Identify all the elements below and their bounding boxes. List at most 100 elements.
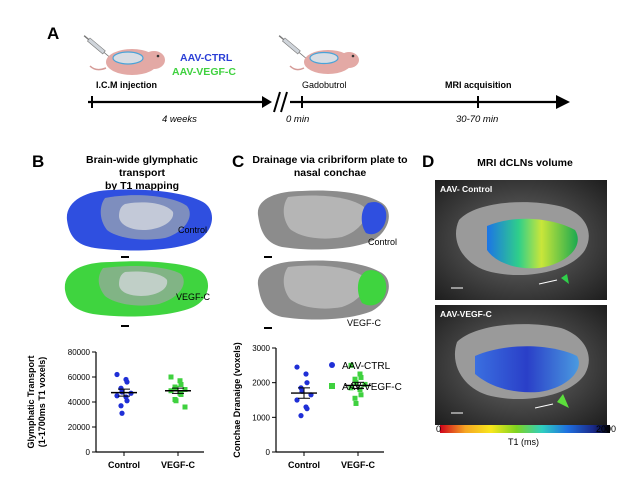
y-tick-label: 60000 [68,373,91,382]
y-tick-label: 1000 [252,413,270,422]
mri-label-control: AAV- Control [440,184,493,194]
dcln-marker [557,394,569,408]
data-point-vegfc [182,387,188,392]
panel-c-title-line1: Drainage via cribriform plate to [252,154,408,166]
brain-vegfc-grey [257,260,389,320]
y-axis-label: (1-1700ms T1 voxels) [37,357,47,448]
scatter-charts: Glymphatic Transport (1-1700ms T1 voxels… [26,342,402,470]
y-tick-label: 40000 [68,398,91,407]
y-tick-label: 2000 [252,379,270,388]
data-point-vegfc [352,395,358,401]
x-tick-label: VEGF-C [161,460,196,470]
injection-label: I.C.M injection [96,80,158,90]
timeline-break-1 [273,91,281,113]
arrow-indicator [534,403,554,409]
mri-label-vegfc: AAV-VEGF-C [440,309,492,319]
data-point-vegfc [168,374,174,380]
conchae-green [357,270,387,306]
y-tick-label: 0 [86,448,91,457]
syringe-icon [278,35,307,60]
data-point-ctrl [119,410,125,416]
timeline-arrowhead-1 [262,96,272,108]
interval-label: 4 weeks [162,114,197,125]
mri-image-vegfc [435,305,607,425]
chart-conchae-drainage: Conchae Dranaige (voxels) Control VEGF-C… [232,342,384,470]
x-tick-label: VEGF-C [341,460,376,470]
brain-control-grey [257,190,389,250]
panel-c-title-line2: nasal conchae [293,167,367,179]
panel-b-label-vegfc: VEGF-C [176,292,211,302]
data-point-ctrl [304,380,310,386]
vector-ctrl-label: AAV-CTRL [180,52,233,64]
timeline-break-2 [280,91,288,113]
panel-a-letter: A [47,24,60,43]
time-window-label: 30-70 min [456,114,499,125]
data-point-vegfc [182,404,188,410]
y-tick-label: 80000 [68,348,91,357]
panel-b-letter: B [32,152,45,171]
data-point-ctrl [124,379,130,385]
mri-image-control [435,180,607,300]
time-zero-label: 0 min [286,114,310,125]
panel-c-brain-images [257,190,389,329]
data-point-vegfc [352,376,358,382]
data-point-ctrl [298,413,304,419]
y-tick-label: 0 [266,448,271,457]
panel-c-letter: C [232,152,245,171]
dcln-marker [561,274,569,284]
data-point-ctrl [303,371,309,377]
data-point-ctrl [114,371,120,378]
conchae-blue [361,201,387,235]
mouse-icon [89,49,165,75]
colorbar-max: 2000 [596,424,617,434]
mouse-icon [289,50,359,74]
data-point-vegfc [178,392,184,397]
data-point-vegfc [357,371,363,377]
panel-a-timeline [83,35,570,113]
x-tick-label: Control [108,460,140,470]
data-point-vegfc [362,381,368,387]
legend-marker-ctrl [329,362,335,368]
data-point-vegfc [358,392,364,398]
panel-b-label-control: Control [178,225,208,235]
data-point-vegfc [357,387,363,393]
data-point-ctrl [118,403,124,409]
data-point-ctrl [304,406,310,412]
legend-label-ctrl: AAV-CTRL [342,361,391,372]
t1-colorbar [440,425,610,433]
syringe-icon [83,35,112,60]
y-axis-label: Glymphatic Transport [26,355,36,448]
contrast-label: Gadobutrol [302,80,347,90]
panel-c-title: Drainage via cribriform plate to nasal c… [250,154,410,180]
y-axis-label: Conchae Dranaige (voxels) [232,342,242,458]
y-tick-label: 20000 [68,423,91,432]
legend-marker-vegfc [329,383,335,389]
panel-b-title: Brain-wide glymphatic transport by T1 ma… [62,154,222,193]
data-point-ctrl [294,364,300,370]
arrow-indicator [538,279,558,285]
brain-vegfc-green [64,261,209,317]
panel-b-title-line2: by T1 mapping [104,180,180,192]
mri-acquisition-label: MRI acquisition [445,80,512,90]
timeline-arrowhead-2 [556,95,570,109]
data-point-vegfc [348,385,354,391]
panel-b-brain-images [64,189,213,327]
y-tick-label: 3000 [252,344,270,353]
panel-b-title-line1: Brain-wide glymphatic transport [85,154,199,179]
legend: AAV-CTRL AAV-VEGF-C [329,361,402,393]
data-point-vegfc [173,398,179,404]
data-point-vegfc [353,400,359,406]
data-point-ctrl [124,398,130,404]
data-point-vegfc [358,374,364,380]
data-point-ctrl [114,393,120,399]
panel-d-mri-images [435,180,607,425]
data-point-vegfc [348,362,354,368]
panel-d-letter: D [422,152,435,171]
colorbar-label: T1 (ms) [508,437,539,447]
colorbar-min: 0 [436,424,442,434]
panel-d-title: MRI dCLNs volume [477,157,573,169]
vector-vegfc-label: AAV-VEGF-C [172,66,236,78]
panel-c-label-vegfc: VEGF-C [347,318,382,328]
brain-control-blue [66,189,213,251]
legend-label-vegfc: AAV-VEGF-C [342,382,402,393]
